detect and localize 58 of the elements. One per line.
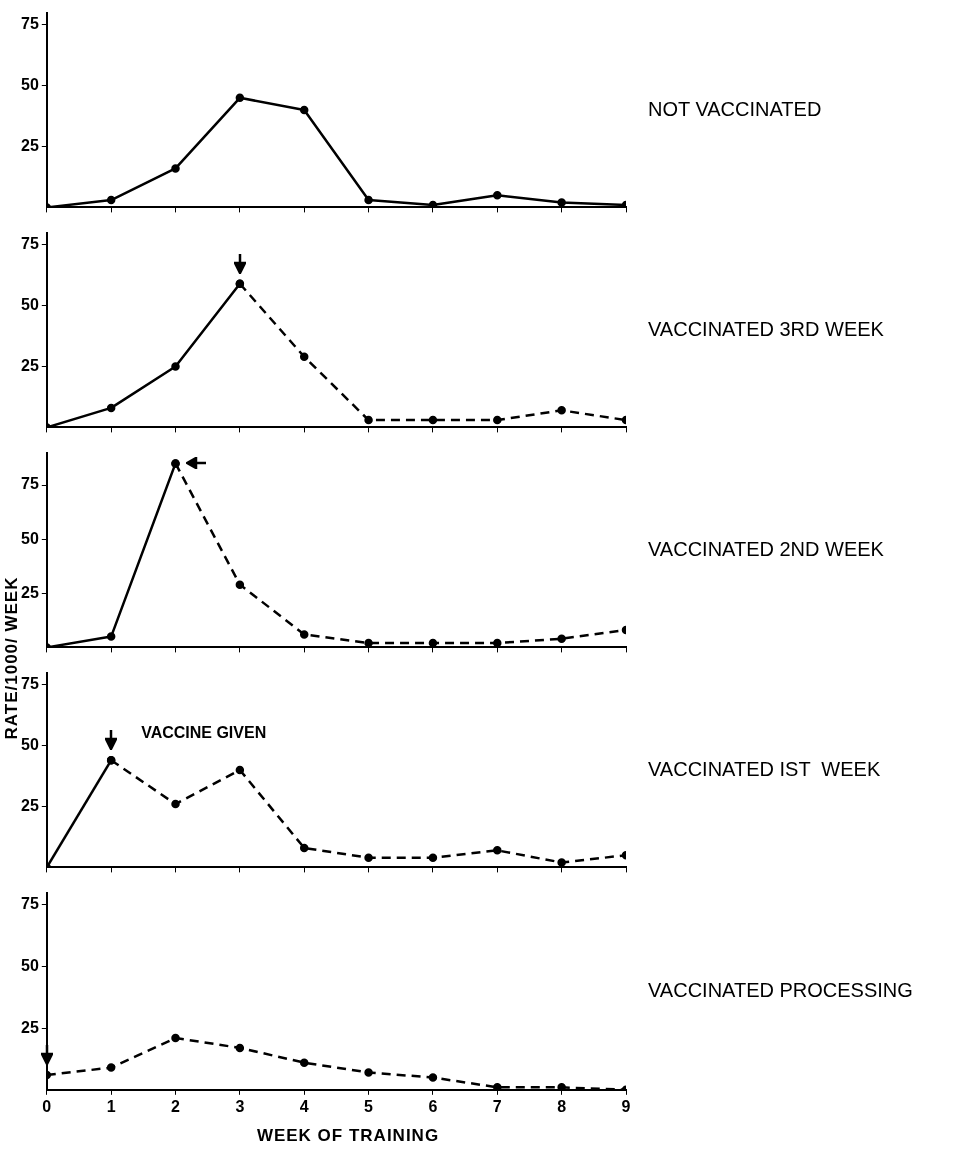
y-tick-label: 50	[21, 956, 39, 974]
point	[493, 846, 502, 855]
y-tick-label: 25	[21, 583, 39, 601]
x-tick-label: 0	[42, 1097, 52, 1115]
point	[299, 630, 309, 639]
x-tick-label: 5	[364, 1097, 374, 1115]
text: VACCINATED PROCESSING	[648, 978, 913, 1001]
point	[235, 580, 245, 589]
x-tick-label: 3	[235, 1097, 245, 1115]
annotation: VACCINE GIVEN	[141, 724, 267, 743]
text: VACCINATED 2ND WEEK	[648, 537, 885, 560]
point	[299, 352, 309, 362]
point	[299, 105, 309, 115]
y-tick-label: 25	[21, 136, 39, 154]
point	[171, 362, 180, 371]
point	[557, 406, 566, 415]
y-tick-label: 75	[21, 895, 39, 913]
text: VACCINATED IST WEEK	[648, 757, 881, 780]
point	[493, 415, 502, 425]
y-tick-label: 75	[21, 15, 39, 33]
x-axis-title: WEEK OF TRAINING	[255, 1126, 441, 1146]
point	[106, 403, 116, 413]
point	[557, 858, 566, 867]
y-tick-label: 50	[21, 529, 39, 547]
point	[106, 632, 116, 641]
y-tick-label: 25	[21, 1018, 39, 1036]
y-tick-label: 75	[21, 235, 39, 253]
point	[171, 164, 180, 173]
x-tick-label: 7	[492, 1097, 502, 1115]
text: NOT VACCINATED	[648, 97, 822, 120]
point	[493, 190, 502, 200]
y-tick-label: 25	[21, 356, 39, 374]
y-tick-label: 50	[21, 76, 39, 94]
point	[364, 415, 373, 425]
point	[235, 765, 245, 775]
point	[364, 853, 373, 862]
y-axis-title: RATE/1000/ WEEK	[2, 575, 21, 742]
text: VACCINATED 3RD WEEK	[648, 317, 885, 340]
y-tick-label: 75	[21, 675, 39, 693]
point	[364, 195, 373, 205]
y-tick-label: 50	[21, 296, 39, 314]
y-tick-label: 25	[21, 796, 39, 814]
x-tick-label: 1	[106, 1097, 116, 1115]
point	[106, 195, 116, 205]
y-tick-label: 75	[21, 475, 39, 493]
point	[428, 853, 438, 862]
x-tick-label: 2	[171, 1097, 181, 1115]
x-tick-label: 6	[428, 1097, 438, 1115]
y-tick-label: 50	[21, 736, 39, 754]
point	[235, 93, 245, 103]
point	[171, 799, 180, 809]
point	[428, 415, 438, 425]
x-tick-label: 8	[557, 1097, 567, 1115]
point	[557, 634, 566, 643]
point	[299, 843, 309, 853]
point	[557, 198, 566, 207]
x-tick-label: 4	[299, 1097, 309, 1115]
x-tick-label: 9	[621, 1097, 631, 1115]
